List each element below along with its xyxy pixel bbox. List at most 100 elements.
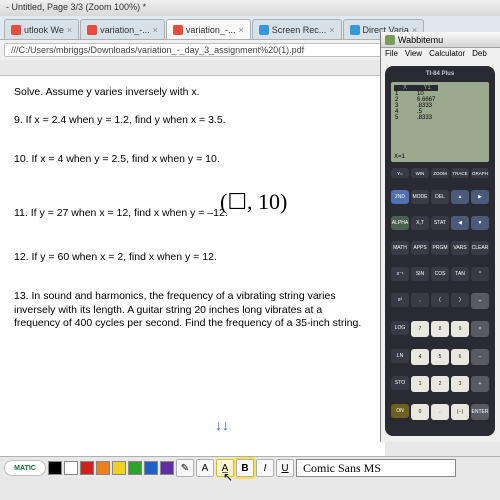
tab-variation-2[interactable]: variation_-...× <box>166 19 251 39</box>
document-area: Solve. Assume y varies inversely with x.… <box>0 76 385 456</box>
favicon-icon <box>87 25 97 35</box>
key-9[interactable]: 9 <box>451 321 469 337</box>
favicon-icon <box>259 25 269 35</box>
key-cos[interactable]: COS <box>431 267 449 281</box>
key-sin[interactable]: SIN <box>411 267 429 281</box>
key-enter[interactable]: ENTER <box>471 404 489 420</box>
scr-status: X=1 <box>394 154 405 160</box>
key-graph[interactable]: GRAPH <box>471 168 489 178</box>
key-0[interactable]: 0 <box>411 404 429 420</box>
key-prgm[interactable]: PRGM <box>431 241 449 255</box>
tab-outlook[interactable]: utlook We× <box>4 19 79 39</box>
wabbitemu-window: Wabbitemu File View Calculator Deb TI-84… <box>380 32 500 442</box>
key-comma[interactable]: , <box>411 293 429 307</box>
key-tan[interactable]: TAN <box>451 267 469 281</box>
key-rparen[interactable]: ) <box>451 293 469 307</box>
tool-pen[interactable]: ✎ <box>176 459 194 477</box>
key-4[interactable]: 4 <box>411 349 429 365</box>
question-12: 12. If y = 60 when x = 2, find x when y … <box>14 251 371 265</box>
key-pow[interactable]: ^ <box>471 267 489 281</box>
close-icon[interactable]: × <box>153 25 158 35</box>
key-neg[interactable]: (−) <box>451 404 469 420</box>
question-10: 10. If x = 4 when y = 2.5, find x when y… <box>14 153 371 167</box>
scr-cell: .8333 <box>416 115 438 121</box>
wabbit-menubar: File View Calculator Deb <box>381 48 500 62</box>
instructions: Solve. Assume y varies inversely with x. <box>14 86 371 100</box>
tool-text-a1[interactable]: A <box>196 459 214 477</box>
close-icon[interactable]: × <box>67 25 72 35</box>
key-stat[interactable]: STAT <box>431 216 449 230</box>
tool-text-a2[interactable]: A̲ <box>216 459 234 477</box>
annotation-toolbar: MATIC ✎ A A̲ B I U Comic Sans MS <box>0 456 500 500</box>
key-zoom[interactable]: ZOOM <box>431 168 449 178</box>
key-sto[interactable]: STO <box>391 376 409 390</box>
key-3[interactable]: 3 <box>451 376 469 392</box>
swatch-red[interactable] <box>80 461 94 475</box>
key-2[interactable]: 2 <box>431 376 449 392</box>
key-add[interactable]: + <box>471 376 489 392</box>
wabbit-icon <box>385 35 395 45</box>
key-alpha[interactable]: ALPHA <box>391 216 409 230</box>
key-5[interactable]: 5 <box>431 349 449 365</box>
key-vars[interactable]: VARS <box>451 241 469 255</box>
tab-label: Screen Rec... <box>272 25 327 35</box>
color-row: MATIC ✎ A A̲ B I U Comic Sans MS <box>0 457 500 479</box>
tab-label: variation_-... <box>186 25 236 35</box>
calculator-body: TI-84 Plus XY1 110 26.6667 3.8333 4.5 5.… <box>385 66 495 436</box>
key-clear[interactable]: CLEAR <box>471 241 489 255</box>
scr-cell: 5 <box>394 115 416 121</box>
key-log[interactable]: LOG <box>391 321 409 335</box>
key-apps[interactable]: APPS <box>411 241 429 255</box>
key-dot[interactable]: . <box>431 404 449 420</box>
swatch-purple[interactable] <box>160 461 174 475</box>
main-titlebar: - Untitled, Page 3/3 (Zoom 100%) * <box>0 0 500 16</box>
close-icon[interactable]: × <box>238 25 243 35</box>
key-math[interactable]: MATH <box>391 241 409 255</box>
key-window[interactable]: WIN <box>411 168 429 178</box>
key-ln[interactable]: LN <box>391 349 409 363</box>
swatch-white[interactable] <box>64 461 78 475</box>
swatch-orange[interactable] <box>96 461 110 475</box>
key-inv[interactable]: x⁻¹ <box>391 267 409 281</box>
key-xt[interactable]: X,T <box>411 216 429 230</box>
key-left[interactable]: ◀ <box>451 216 469 230</box>
swatch-green[interactable] <box>128 461 142 475</box>
swatch-black[interactable] <box>48 461 62 475</box>
tool-underline[interactable]: U <box>276 459 294 477</box>
key-down[interactable]: ▼ <box>471 216 489 230</box>
key-2nd[interactable]: 2ND <box>391 190 409 204</box>
key-del[interactable]: DEL <box>431 190 449 204</box>
key-up[interactable]: ▲ <box>451 190 469 204</box>
key-y[interactable]: Y= <box>391 168 409 178</box>
font-select[interactable]: Comic Sans MS <box>296 459 456 477</box>
menu-calculator[interactable]: Calculator <box>429 49 465 61</box>
tab-screenrec[interactable]: Screen Rec...× <box>252 19 342 39</box>
close-icon[interactable]: × <box>329 25 334 35</box>
favicon-icon <box>11 25 21 35</box>
key-on[interactable]: ON <box>391 404 409 418</box>
tool-italic[interactable]: I <box>256 459 274 477</box>
key-mul[interactable]: × <box>471 321 489 337</box>
tab-variation-1[interactable]: variation_-...× <box>80 19 165 39</box>
swatch-yellow[interactable] <box>112 461 126 475</box>
menu-file[interactable]: File <box>385 49 398 61</box>
key-right[interactable]: ▶ <box>471 190 489 204</box>
key-6[interactable]: 6 <box>451 349 469 365</box>
key-1[interactable]: 1 <box>411 376 429 392</box>
key-8[interactable]: 8 <box>431 321 449 337</box>
key-7[interactable]: 7 <box>411 321 429 337</box>
wabbit-titlebar[interactable]: Wabbitemu <box>381 32 500 48</box>
tool-bold[interactable]: B <box>236 459 254 477</box>
key-mode[interactable]: MODE <box>411 190 429 204</box>
key-div[interactable]: ÷ <box>471 293 489 309</box>
menu-debug[interactable]: Deb <box>472 49 487 61</box>
key-sq[interactable]: x² <box>391 293 409 307</box>
key-trace[interactable]: TRACE <box>451 168 469 178</box>
key-sub[interactable]: − <box>471 349 489 365</box>
key-lparen[interactable]: ( <box>431 293 449 307</box>
question-13: 13. In sound and harmonics, the frequenc… <box>14 290 371 331</box>
swatch-blue[interactable] <box>144 461 158 475</box>
menu-view[interactable]: View <box>405 49 422 61</box>
question-9: 9. If x = 2.4 when y = 1.2, find y when … <box>14 114 371 128</box>
calc-keys: Y=WINZOOMTRACEGRAPH 2NDMODEDEL▲▶ ALPHAX,… <box>389 166 491 432</box>
